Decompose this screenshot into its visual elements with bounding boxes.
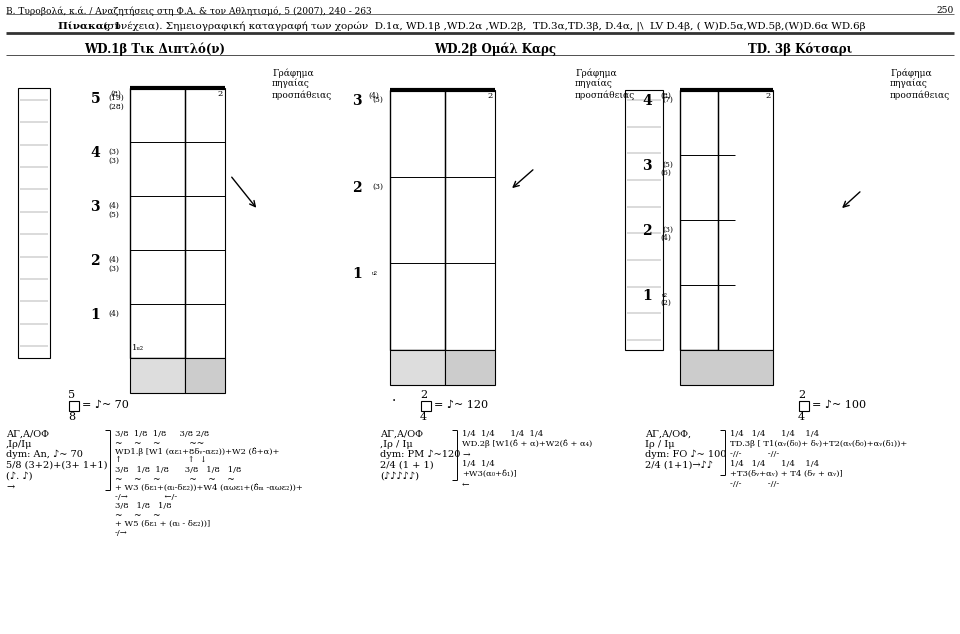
Text: (♪. ♪): (♪. ♪) (6, 472, 33, 481)
Text: 5/8 (3+2)+(3+ 1+1): 5/8 (3+2)+(3+ 1+1) (6, 461, 108, 470)
Text: 1: 1 (90, 308, 100, 322)
Text: 2: 2 (352, 181, 362, 195)
Text: (5): (5) (662, 161, 673, 169)
Bar (680, 90, 718, 350)
Text: 4: 4 (90, 146, 100, 160)
Bar (185, 88, 225, 358)
Text: 2: 2 (420, 390, 427, 400)
Bar (421, 401, 431, 411)
Text: 8: 8 (68, 412, 75, 422)
Text: (4): (4) (368, 92, 379, 100)
Text: ,Ιρ/Ιμ: ,Ιρ/Ιμ (6, 440, 33, 449)
Bar (445, 90, 495, 350)
Text: -//-          -//-: -//- -//- (730, 450, 780, 458)
Bar (390, 350, 445, 385)
Text: -/→              ←/-: -/→ ←/- (115, 493, 178, 501)
Text: 3: 3 (90, 200, 100, 214)
Text: 5: 5 (68, 390, 75, 400)
Text: 250: 250 (937, 6, 954, 15)
Text: (4): (4) (660, 234, 671, 242)
Text: (7): (7) (662, 96, 673, 104)
Text: (4)
(3): (4) (3) (108, 256, 119, 273)
Text: (3): (3) (372, 183, 383, 191)
Text: = ♪~ 70: = ♪~ 70 (82, 400, 129, 410)
Text: 3: 3 (642, 159, 652, 173)
Text: ᵤ₂: ᵤ₂ (372, 269, 378, 277)
Text: 1/4   1/4      1/4    1/4: 1/4 1/4 1/4 1/4 (730, 460, 819, 468)
Text: (8): (8) (660, 92, 671, 100)
Text: 2: 2 (765, 92, 770, 100)
Text: 3: 3 (352, 94, 362, 108)
Text: + W3 (δε₁+(αᵢ-δε₂))+W4 (αωε₁+(δ̂ₘ -αωε₂))+: + W3 (δε₁+(αᵢ-δε₂))+W4 (αωε₁+(δ̂ₘ -αωε₂)… (115, 484, 302, 492)
Text: (3): (3) (662, 226, 673, 234)
Text: (8): (8) (110, 90, 121, 98)
Text: dym: FO ♪~ 100: dym: FO ♪~ 100 (645, 450, 727, 460)
Text: 1ᵤ₂: 1ᵤ₂ (132, 344, 144, 352)
Text: 2: 2 (798, 390, 805, 400)
Text: -//-          -//-: -//- -//- (730, 480, 780, 488)
Text: →: → (6, 483, 14, 492)
Text: 1: 1 (352, 268, 362, 281)
Text: (3)
(3): (3) (3) (108, 148, 119, 165)
Text: Γράφημα
πηγαίας
προσπάθειας: Γράφημα πηγαίας προσπάθειας (890, 68, 950, 100)
Text: +W3(α₀+δ̂₁)]: +W3(α₀+δ̂₁)] (462, 470, 516, 478)
Text: 4: 4 (420, 412, 427, 422)
Text: Γράφημα
πηγαίας
προσπάθειας: Γράφημα πηγαίας προσπάθειας (272, 68, 332, 100)
Text: →: → (462, 450, 469, 459)
Bar (18, 88, 50, 358)
Text: .: . (392, 390, 396, 404)
Bar (799, 401, 809, 411)
Text: 3/8   1/8   1/8: 3/8 1/8 1/8 (115, 502, 172, 510)
Text: 1/4  1/4      1/4  1/4: 1/4 1/4 1/4 1/4 (462, 430, 543, 438)
Text: (4)
(5): (4) (5) (108, 202, 119, 219)
Text: 2: 2 (642, 224, 652, 238)
Text: 2: 2 (217, 90, 223, 98)
Text: WD.2β [W1(δ̂ + α)+W2(δ̂ + α₄): WD.2β [W1(δ̂ + α)+W2(δ̂ + α₄) (462, 440, 592, 448)
Text: Πίνακας 1: Πίνακας 1 (58, 22, 121, 32)
Text: TD. 3β Κότσαρι: TD. 3β Κότσαρι (748, 42, 852, 56)
Bar (718, 90, 773, 350)
Text: 4: 4 (798, 412, 805, 422)
Text: 1/4  1/4: 1/4 1/4 (462, 460, 494, 468)
Text: TD.3β [ T1(αᵥ(δ₀)+ δᵥ)+T2(αᵥ(δ₀)+αᵥ(δ₁))+: TD.3β [ T1(αᵥ(δ₀)+ δᵥ)+T2(αᵥ(δ₀)+αᵥ(δ₁))… (730, 440, 907, 448)
Bar (680, 350, 773, 385)
Bar (625, 90, 663, 350)
Text: 1: 1 (642, 289, 652, 303)
Bar (130, 358, 185, 393)
Text: 2: 2 (90, 254, 100, 268)
Text: dym: PM ♪~120: dym: PM ♪~120 (380, 450, 461, 460)
Text: WD.1β Τικ Διπτλό(ν): WD.1β Τικ Διπτλό(ν) (84, 42, 226, 56)
Text: (2): (2) (660, 299, 671, 307)
Text: (5): (5) (372, 96, 383, 104)
Text: 2/4 (1+1)→♪♪: 2/4 (1+1)→♪♪ (645, 461, 713, 470)
Text: 3/8   1/8  1/8      3/8   1/8   1/8: 3/8 1/8 1/8 3/8 1/8 1/8 (115, 466, 241, 474)
Text: ,Ιρ / Ιμ: ,Ιρ / Ιμ (380, 440, 413, 449)
Text: (♪♪♪♪♪): (♪♪♪♪♪) (380, 472, 419, 481)
Bar (390, 90, 445, 350)
Text: ~    ~    ~          ~~: ~ ~ ~ ~~ (115, 439, 204, 448)
Text: ΑΓ,Α/ΟΦ: ΑΓ,Α/ΟΦ (380, 430, 423, 439)
Text: (6): (6) (660, 169, 671, 177)
Text: 2: 2 (487, 92, 492, 100)
Bar (130, 88, 185, 358)
Text: (4): (4) (108, 310, 119, 318)
Text: 3/8  1/8  1/8     3/8 2/8: 3/8 1/8 1/8 3/8 2/8 (115, 430, 209, 438)
Text: ↑                         ↑  ↓: ↑ ↑ ↓ (115, 457, 206, 465)
Text: ΑΓ,Α/ΟΦ: ΑΓ,Α/ΟΦ (6, 430, 49, 439)
Text: = ♪~ 120: = ♪~ 120 (434, 400, 488, 410)
Text: Γράφημα
πηγαίας
προσπάθειας: Γράφημα πηγαίας προσπάθειας (575, 68, 636, 100)
Text: 2/4 (1 + 1): 2/4 (1 + 1) (380, 461, 434, 470)
Text: +T3(δᵥ+αᵥ) + T4 (δᵥ + αᵥ)]: +T3(δᵥ+αᵥ) + T4 (δᵥ + αᵥ)] (730, 470, 843, 478)
Text: (19)
(28): (19) (28) (108, 94, 124, 111)
Text: = ♪~ 100: = ♪~ 100 (812, 400, 866, 410)
Text: ~    ~    ~          ~    ~    ~: ~ ~ ~ ~ ~ ~ (115, 475, 235, 484)
Text: + W5 (δε₁ + (αᵢ - δε₂))]: + W5 (δε₁ + (αᵢ - δε₂))] (115, 520, 210, 528)
Text: WD1.β [W1 (αε₁+8δᵥ-αε₂))+W2 (δ̂+α)+: WD1.β [W1 (αε₁+8δᵥ-αε₂))+W2 (δ̂+α)+ (115, 448, 279, 456)
Text: ΑΓ,Α/ΟΦ,: ΑΓ,Α/ΟΦ, (645, 430, 691, 439)
Text: B. Τυροβολά, κ.ά. / Αναζητήσεις στη Φ.Α. & τον Αθλητισμό, 5 (2007), 240 - 263: B. Τυροβολά, κ.ά. / Αναζητήσεις στη Φ.Α.… (6, 6, 372, 15)
Text: ~    ~    ~: ~ ~ ~ (115, 511, 160, 520)
Text: WD.2β Ομάλ Καρς: WD.2β Ομάλ Καρς (434, 42, 556, 56)
Bar (69, 401, 79, 411)
Bar (185, 358, 225, 393)
Text: 4: 4 (642, 94, 652, 108)
